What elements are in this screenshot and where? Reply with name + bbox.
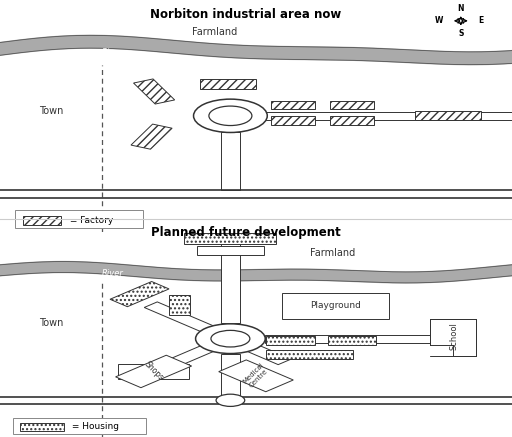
Text: Farmland: Farmland — [193, 28, 238, 38]
Polygon shape — [224, 336, 291, 364]
Bar — [265, 335, 435, 343]
Bar — [221, 354, 240, 397]
Text: Playground: Playground — [310, 302, 361, 310]
Bar — [20, 423, 64, 431]
Bar — [184, 232, 276, 244]
Bar — [13, 418, 146, 434]
Circle shape — [209, 106, 252, 125]
Bar — [169, 295, 190, 315]
Bar — [110, 281, 169, 307]
Text: River: River — [102, 48, 123, 57]
Bar — [266, 350, 353, 359]
Polygon shape — [116, 355, 191, 388]
Polygon shape — [144, 302, 237, 341]
Bar — [131, 124, 172, 149]
Bar — [118, 364, 189, 379]
Bar — [15, 210, 143, 228]
Bar — [266, 336, 315, 345]
Text: School: School — [450, 323, 459, 350]
Bar — [328, 336, 376, 345]
Bar — [221, 240, 240, 323]
Text: N: N — [458, 4, 464, 13]
Bar — [134, 79, 175, 104]
Bar — [200, 79, 256, 89]
Circle shape — [196, 324, 265, 354]
Circle shape — [211, 330, 250, 347]
Bar — [330, 101, 374, 109]
Bar — [266, 111, 512, 120]
Polygon shape — [219, 360, 293, 392]
Text: = Factory: = Factory — [67, 216, 113, 225]
Text: W: W — [435, 16, 443, 25]
Bar — [271, 101, 315, 109]
Text: S: S — [458, 29, 463, 38]
Bar — [415, 111, 481, 120]
Bar — [197, 246, 264, 254]
Text: Planned future development: Planned future development — [151, 226, 340, 239]
Bar — [430, 345, 453, 356]
Bar — [221, 132, 240, 190]
Bar — [23, 216, 61, 225]
Text: Medical
Centre: Medical Centre — [242, 362, 270, 390]
Circle shape — [216, 394, 245, 406]
Text: Shops: Shops — [142, 360, 165, 383]
Text: River: River — [102, 269, 123, 277]
Bar — [282, 293, 389, 319]
Circle shape — [194, 99, 267, 132]
Polygon shape — [159, 336, 237, 369]
Text: = Housing: = Housing — [69, 423, 119, 431]
Text: E: E — [479, 16, 484, 25]
Bar — [430, 319, 476, 356]
Text: Town: Town — [39, 106, 63, 116]
Text: Norbiton industrial area now: Norbiton industrial area now — [150, 8, 342, 21]
Text: Town: Town — [39, 319, 63, 328]
Bar — [271, 116, 315, 125]
Bar — [330, 116, 374, 125]
Text: Farmland: Farmland — [310, 249, 355, 258]
